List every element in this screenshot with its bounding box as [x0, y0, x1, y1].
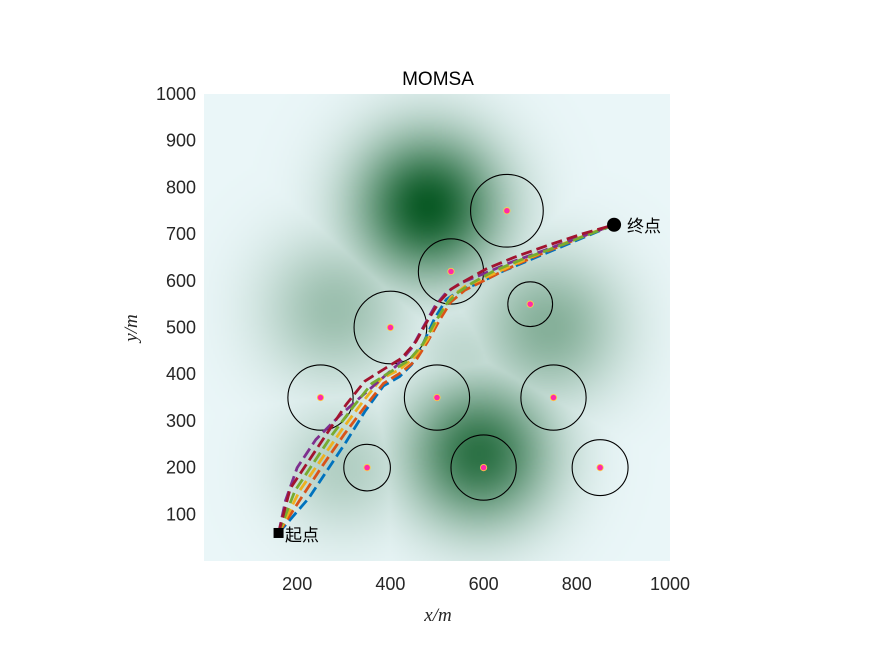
threat-center-3: [526, 300, 534, 308]
threat-center-10: [596, 463, 604, 472]
threat-circle-6: [403, 364, 471, 431]
endpoints: [273, 217, 622, 538]
chart-title: MOMSA: [402, 69, 474, 90]
threat-center-7: [549, 393, 558, 402]
y-tick-label: 1000: [156, 84, 196, 104]
start-label: 起点: [285, 526, 319, 546]
x-tick-label: 1000: [650, 574, 690, 594]
path-series-5: [277, 223, 615, 534]
x-tick-label: 800: [562, 574, 592, 594]
threat-areas: [287, 173, 629, 501]
threat-center-5: [316, 393, 325, 402]
x-axis-label: x/m: [423, 605, 451, 626]
threat-circle-8: [343, 443, 391, 492]
threat-center-6: [433, 393, 441, 402]
axis-ticks: 200 400 600 800 1000 100 200 300 400 500 600 700 800…: [156, 84, 690, 594]
threat-circle-3: [507, 281, 554, 328]
x-tick-label: 400: [375, 574, 405, 594]
y-tick-label: 300: [166, 411, 196, 431]
y-tick-label: 400: [166, 364, 196, 384]
threat-circle-1: [470, 173, 544, 248]
y-axis-label: y/m: [121, 314, 142, 343]
threat-circle-10: [571, 439, 629, 497]
y-tick-label: 900: [166, 131, 196, 151]
y-tick-label: 100: [166, 504, 196, 524]
threat-center-8: [363, 463, 371, 472]
threat-center-9: [479, 463, 488, 472]
threat-circle-5: [287, 364, 354, 431]
y-tick-label: 600: [166, 271, 196, 291]
start-marker: [273, 527, 284, 538]
goal-label: 终点: [627, 217, 661, 237]
y-tick-label: 800: [166, 177, 196, 197]
path-series: [277, 223, 615, 534]
threat-center-2: [447, 267, 455, 276]
x-tick-label: 600: [469, 574, 499, 594]
threat-center-1: [503, 207, 511, 215]
threat-center-4: [386, 323, 394, 332]
threat-circle-9: [450, 434, 517, 501]
threat-circle-7: [520, 364, 587, 431]
threat-circle-4: [353, 290, 428, 365]
y-tick-label: 500: [166, 318, 196, 338]
y-tick-label: 700: [166, 224, 196, 244]
x-tick-label: 200: [282, 574, 312, 594]
y-tick-label: 200: [166, 458, 196, 478]
goal-marker: [607, 217, 622, 232]
